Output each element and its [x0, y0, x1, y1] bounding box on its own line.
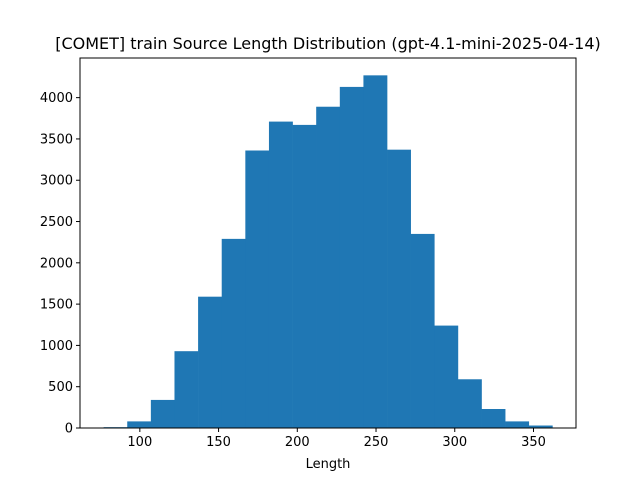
histogram-bar [339, 86, 364, 428]
histogram-bar [363, 75, 388, 428]
y-axis-ticks: 0 500 1000 1500 2000 2500 3000 3500 4000 [40, 91, 80, 437]
histogram-bar [174, 351, 199, 428]
y-tick-label: 500 [48, 380, 73, 395]
histogram-bar [127, 421, 152, 428]
histogram-bar [387, 149, 411, 428]
chart-title: [COMET] train Source Length Distribution… [55, 34, 601, 53]
y-tick-label: 2000 [40, 256, 73, 271]
y-tick-label: 4000 [40, 91, 73, 106]
x-tick-label: 350 [521, 435, 546, 450]
y-tick-label: 1000 [40, 339, 73, 354]
histogram-bar [198, 296, 223, 428]
plot-frame [79, 57, 577, 429]
x-tick-label: 300 [442, 435, 467, 450]
x-tick-label: 100 [127, 435, 152, 450]
y-tick-label: 1500 [40, 298, 73, 313]
histogram-bar [150, 399, 175, 428]
histogram-bar [434, 325, 459, 428]
x-axis-ticks: 100 150 200 250 300 350 [127, 428, 546, 450]
x-axis-label: Length [306, 457, 351, 472]
histogram-bar [481, 409, 506, 428]
y-tick-label: 0 [65, 422, 73, 437]
y-tick-label: 3000 [40, 174, 73, 189]
x-tick-label: 250 [364, 435, 389, 450]
bars-group [103, 75, 553, 429]
histogram-bar [505, 421, 530, 428]
histogram-bar [316, 106, 341, 429]
y-tick-label: 2500 [40, 215, 73, 230]
histogram-bar [528, 425, 553, 428]
histogram-bar [245, 150, 270, 428]
x-tick-label: 200 [285, 435, 310, 450]
y-tick-label: 3500 [40, 132, 73, 147]
histogram-bar [268, 121, 293, 428]
x-tick-label: 150 [206, 435, 231, 450]
histogram-bar [410, 233, 435, 428]
histogram-bar [457, 379, 482, 428]
histogram-bar [221, 238, 246, 428]
histogram-bar [292, 124, 317, 428]
